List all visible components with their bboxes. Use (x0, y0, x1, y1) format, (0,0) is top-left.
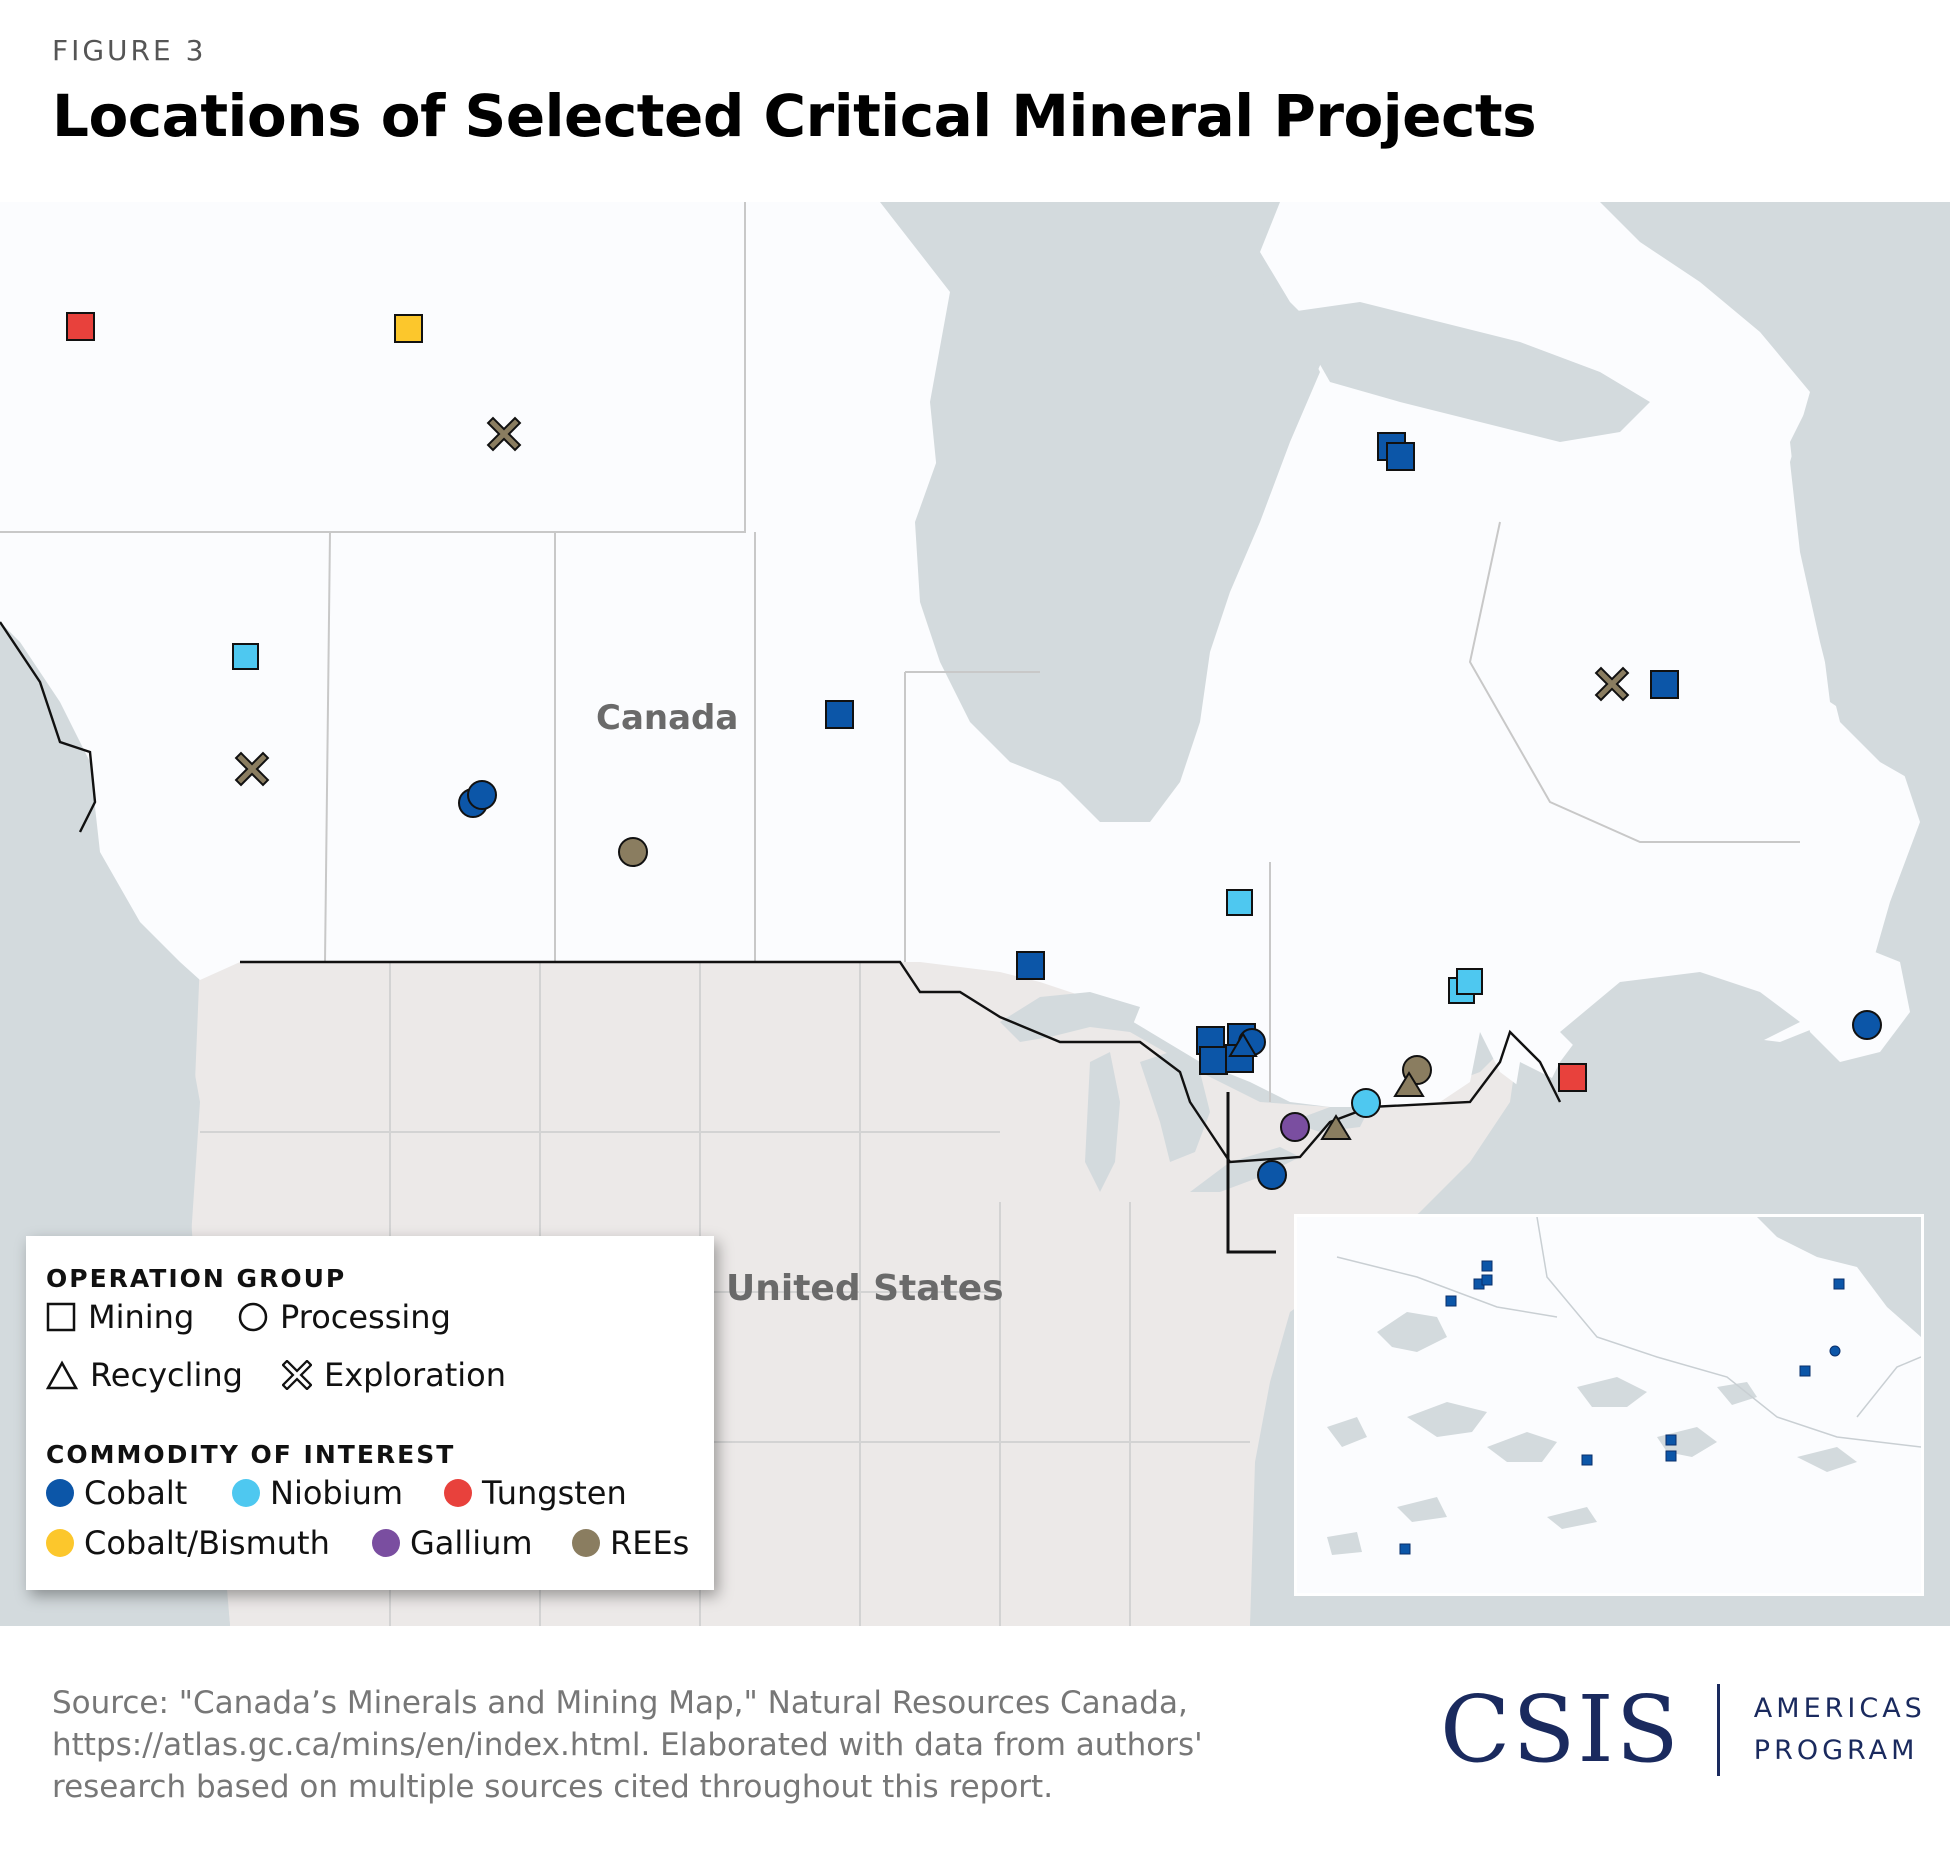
hudson-bay (915, 272, 1320, 822)
tungsten-swatch (444, 1479, 472, 1507)
legend-label-exploration: Exploration (324, 1356, 506, 1394)
baffin-bay (1600, 202, 1950, 802)
cobalt-mining-marker (1445, 1295, 1457, 1307)
legend-item-mining: Mining (46, 1298, 194, 1336)
legend-label-cobalt: Cobalt (84, 1474, 188, 1512)
niobium-processing-marker (1351, 1088, 1381, 1118)
tungsten-mining-marker (1558, 1063, 1587, 1092)
inset-map (1294, 1214, 1924, 1596)
cobalt-mining-marker (1650, 670, 1679, 699)
gulf-st-lawrence (1560, 972, 1800, 1062)
inset-lines (1336, 1217, 1921, 1448)
cobalt-mining-marker (1665, 1450, 1677, 1462)
cobalt-bismuth-swatch (46, 1529, 74, 1557)
international-border (240, 960, 1562, 1164)
square-icon (46, 1302, 76, 1332)
gallium-processing-marker (1280, 1112, 1310, 1142)
legend-item-tungsten: Tungsten (444, 1474, 627, 1512)
legend-item-gallium: Gallium (372, 1524, 533, 1562)
canada-label: Canada (596, 698, 739, 738)
legend-item-cobalt: Cobalt (46, 1474, 187, 1512)
legend-item-niobium: Niobium (232, 1474, 403, 1512)
niobium-mining-marker (232, 643, 259, 670)
legend-label-processing: Processing (280, 1298, 451, 1336)
logo-divider (1716, 1683, 1720, 1776)
ree-recycling-marker (1393, 1071, 1425, 1097)
program-name: AMERICAS PROGRAM (1754, 1688, 1926, 1772)
cobalt-swatch (46, 1479, 74, 1507)
csis-logo: CSIS AMERICAS PROGRAM (1440, 1676, 1926, 1783)
legend-label-tungsten: Tungsten (482, 1474, 627, 1512)
newfoundland (1800, 942, 1910, 1062)
legend-label-rees: REEs (610, 1524, 690, 1562)
canada-landmass (0, 202, 1920, 1107)
inset-indicator (1226, 1092, 1276, 1254)
exploration-marker (486, 416, 522, 452)
commodity-heading: COMMODITY OF INTEREST (46, 1440, 456, 1469)
lake-huron (1140, 1052, 1210, 1162)
x-icon (282, 1360, 312, 1390)
exploration-marker (234, 751, 270, 787)
province-lines (0, 202, 1800, 1102)
program-line-1: AMERICAS (1753, 1692, 1926, 1724)
cobalt-mining-marker (1481, 1274, 1493, 1286)
cobalt-mining-marker (1016, 951, 1045, 980)
legend-item-cobalt-bismuth: Cobalt/Bismuth (46, 1524, 330, 1562)
cobalt-bismuth-mining-marker (394, 314, 423, 343)
gallium-swatch (372, 1529, 400, 1557)
cobalt-mining-marker (1665, 1434, 1677, 1446)
project-markers (66, 312, 1882, 1190)
inset-markers (1399, 1260, 1845, 1555)
inset-lakes (1327, 1217, 1921, 1555)
cobalt-processing-marker (1829, 1345, 1841, 1357)
cobalt-processing-marker (1852, 1010, 1882, 1040)
legend: OPERATION GROUP Mining Processing Recycl… (26, 1236, 714, 1590)
cobalt-processing-marker (1257, 1160, 1287, 1190)
cobalt-mining-marker (825, 700, 854, 729)
cobalt-mining-marker (1481, 1260, 1493, 1272)
cobalt-mining-marker (1833, 1278, 1845, 1290)
cobalt-recycling-marker (1228, 1032, 1258, 1057)
cobalt-mining-marker (1399, 1543, 1411, 1555)
legend-label-cobalt-bismuth: Cobalt/Bismuth (84, 1524, 330, 1562)
cobalt-mining-marker (1799, 1365, 1811, 1377)
triangle-icon (46, 1360, 78, 1390)
operation-group-heading: OPERATION GROUP (46, 1264, 347, 1293)
inset-map-basemap (1297, 1217, 1921, 1593)
united-states-label: United States (726, 1268, 1004, 1309)
rees-swatch (572, 1529, 600, 1557)
program-line-2: PROGRAM (1753, 1734, 1919, 1766)
lake-michigan (1085, 1052, 1120, 1192)
bc-border (0, 621, 97, 833)
legend-label-gallium: Gallium (410, 1524, 533, 1562)
cobalt-mining-marker (1199, 1046, 1228, 1075)
figure-title: Locations of Selected Critical Mineral P… (52, 82, 1537, 150)
lake-superior (1000, 992, 1140, 1042)
legend-item-exploration: Exploration (282, 1356, 506, 1394)
tungsten-mining-marker (66, 312, 95, 341)
cobalt-mining-marker (1581, 1454, 1593, 1466)
niobium-mining-marker (1456, 968, 1483, 995)
circle-icon (238, 1302, 268, 1332)
niobium-swatch (232, 1479, 260, 1507)
csis-wordmark: CSIS (1440, 1676, 1681, 1783)
cobalt-processing-marker (467, 780, 497, 810)
source-note: Source: "Canada’s Minerals and Mining Ma… (52, 1685, 1203, 1805)
ree-processing-marker (618, 837, 648, 867)
legend-item-rees: REEs (572, 1524, 689, 1562)
ree-recycling-marker (1320, 1114, 1352, 1140)
niobium-mining-marker (1226, 889, 1253, 916)
legend-item-processing: Processing (238, 1298, 451, 1336)
hudson-strait (1290, 302, 1650, 442)
figure-label: FIGURE 3 (52, 34, 207, 67)
legend-label-recycling: Recycling (90, 1356, 243, 1394)
exploration-marker (1594, 666, 1630, 702)
legend-label-mining: Mining (88, 1298, 195, 1336)
cobalt-mining-marker (1386, 442, 1415, 471)
legend-label-niobium: Niobium (270, 1474, 404, 1512)
legend-item-recycling: Recycling (46, 1356, 243, 1394)
